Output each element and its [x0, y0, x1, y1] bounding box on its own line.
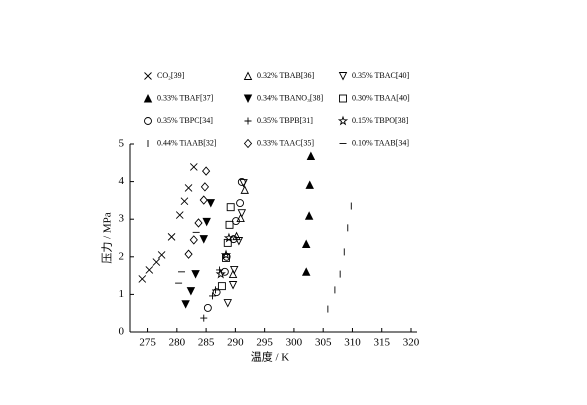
- x-tick-label: 320: [403, 337, 420, 349]
- point: [234, 237, 244, 246]
- point: [228, 281, 238, 290]
- point: [191, 270, 200, 279]
- legend-marker: [243, 138, 253, 149]
- legend-label: 0.33% TAAC[35]: [257, 138, 314, 147]
- point: [236, 213, 245, 223]
- legend-marker: [143, 93, 153, 103]
- x-tick-label: 280: [169, 337, 186, 349]
- point: [209, 292, 217, 300]
- point: [240, 185, 249, 194]
- point: [152, 258, 161, 266]
- point: [202, 166, 211, 176]
- x-tick-label: 300: [286, 337, 303, 349]
- point: [138, 275, 147, 283]
- x-tick-label: 305: [315, 337, 332, 349]
- point: [212, 288, 221, 297]
- point: [184, 249, 193, 259]
- legend-label: 0.15% TBPO[38]: [352, 116, 409, 125]
- point: [223, 232, 235, 243]
- point: [200, 314, 208, 322]
- point: [184, 184, 193, 192]
- point: [215, 268, 226, 279]
- legend-marker: [244, 117, 252, 125]
- legend-marker: [337, 115, 349, 126]
- point: [236, 199, 245, 207]
- y-tick-label: 4: [119, 175, 125, 187]
- point: [145, 266, 154, 274]
- legend-marker: [144, 72, 152, 80]
- point: [203, 303, 212, 312]
- point: [217, 282, 226, 291]
- x-tick-label: 285: [198, 337, 215, 349]
- y-tick-label: 5: [119, 138, 125, 150]
- legend-marker: [338, 72, 348, 81]
- legend-label: CO₂[39]: [157, 71, 185, 80]
- legend-label: 0.35% TBAC[40]: [352, 71, 410, 80]
- point: [199, 235, 208, 244]
- legend-label: 0.35% TBPC[34]: [157, 116, 213, 125]
- legend-marker: [243, 94, 253, 104]
- point: [237, 209, 247, 218]
- y-tick-label: 3: [119, 213, 125, 225]
- legend-label: 0.30% TBAA[40]: [352, 93, 410, 102]
- x-tick-label: 275: [139, 337, 156, 349]
- point: [206, 199, 216, 208]
- point: [223, 299, 232, 308]
- point: [194, 218, 203, 228]
- point: [225, 220, 234, 229]
- legend-label: 0.35% TBPB[31]: [257, 116, 313, 125]
- point: [175, 211, 184, 219]
- legend-label: 0.33% TBAF[37]: [157, 93, 214, 102]
- legend-label: 0.44% TiAAB[32]: [157, 138, 217, 147]
- x-tick-label: 310: [344, 337, 361, 349]
- point: [202, 217, 211, 227]
- legend-label: 0.10% TAAB[34]: [352, 138, 409, 147]
- point: [226, 203, 235, 212]
- point: [229, 235, 238, 244]
- point: [301, 239, 311, 248]
- point: [189, 235, 198, 245]
- point: [232, 231, 241, 241]
- point: [186, 287, 196, 296]
- point: [222, 253, 230, 262]
- point: [157, 251, 166, 259]
- point: [305, 180, 314, 189]
- x-axis-label: 温度 / K: [251, 350, 290, 364]
- y-tick-label: 2: [119, 250, 125, 262]
- point: [199, 195, 208, 205]
- x-tick-label: 290: [227, 337, 244, 349]
- point: [228, 269, 238, 279]
- legend-marker: [144, 117, 152, 125]
- x-tick-label: 315: [373, 337, 390, 349]
- point: [232, 217, 240, 226]
- legend-label: 0.32% TBAB[36]: [257, 71, 315, 80]
- point: [181, 300, 190, 309]
- point: [167, 233, 176, 241]
- point: [220, 249, 232, 260]
- point: [180, 197, 189, 205]
- point: [304, 211, 314, 220]
- legend-marker: [339, 94, 347, 103]
- point: [189, 163, 198, 171]
- legend-marker: [243, 71, 253, 80]
- point: [211, 286, 219, 294]
- y-tick-label: 1: [119, 288, 125, 300]
- legend-label: 0.34% TBANO₃[38]: [257, 93, 324, 102]
- point: [229, 266, 239, 275]
- y-axis-label: 压力 / MPa: [101, 212, 114, 263]
- point: [301, 267, 311, 276]
- x-tick-label: 295: [256, 337, 273, 349]
- point: [223, 238, 232, 247]
- point: [200, 182, 210, 192]
- y-tick-label: 0: [119, 326, 125, 338]
- point: [306, 151, 316, 160]
- point: [237, 178, 246, 186]
